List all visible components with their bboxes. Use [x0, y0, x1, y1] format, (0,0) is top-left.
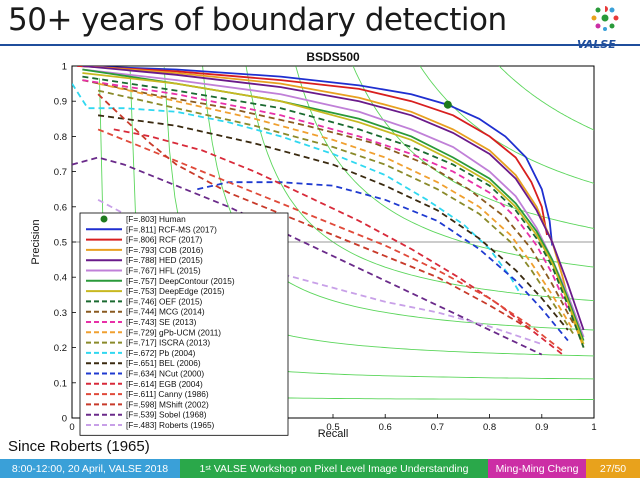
- legend-entry: [F=.611] Canny (1986): [126, 389, 209, 399]
- series-line: [97, 128, 564, 352]
- y-tick-label: 0.8: [54, 132, 67, 143]
- legend-entry: [F=.744] MCG (2014): [126, 307, 205, 317]
- legend-entry: [F=.539] Sobel (1968): [126, 410, 207, 420]
- series-line: [97, 89, 574, 334]
- legend-entry: [F=.793] COB (2016): [126, 245, 203, 255]
- legend-entry: [F=.806] RCF (2017): [126, 235, 203, 245]
- title-divider: [0, 44, 640, 46]
- y-tick-label: 0: [62, 414, 67, 425]
- series-line: [82, 79, 569, 310]
- legend-entry: [F=.634] NCut (2000): [126, 369, 204, 379]
- series-line: [82, 66, 585, 331]
- x-axis-label: Recall: [318, 428, 349, 438]
- legend-entry: [F=.672] Pb (2004): [126, 348, 196, 358]
- y-tick-label: 0.3: [54, 308, 67, 319]
- legend-entry: [F=.753] DeepEdge (2015): [126, 286, 225, 296]
- series-line: [82, 66, 585, 348]
- series-line: [82, 75, 585, 348]
- y-tick-label: 0.7: [54, 167, 67, 178]
- legend-entry: [F=.811] RCF-MS (2017): [126, 224, 217, 234]
- series-line: [97, 199, 543, 345]
- y-tick-label: 0.2: [54, 343, 67, 354]
- x-tick-label: 0.5: [326, 422, 339, 433]
- y-tick-label: 0.6: [54, 202, 67, 213]
- series-line: [77, 66, 548, 236]
- y-tick-label: 1: [62, 62, 67, 73]
- valse-logo-icon: [591, 6, 619, 31]
- series-line: [97, 82, 574, 331]
- series-line: [72, 83, 522, 296]
- x-tick-label: 0.8: [483, 422, 496, 433]
- series-line: [97, 114, 569, 331]
- legend-entry: [F=.651] BEL (2006): [126, 358, 201, 368]
- legend-entry: [F=.743] SE (2013): [126, 317, 197, 327]
- pr-chart: BSDS500 0 0.1 0.2 0.3 0.4 0.5 0.6 0.7 0.8 0.9 1 0 0.…: [30, 50, 597, 438]
- slide-caption: Since Roberts (1965): [8, 438, 150, 455]
- series-line: [113, 128, 564, 356]
- y-tick-label: 0.4: [54, 273, 67, 284]
- legend-entry: [F=.788] HED (2015): [126, 255, 203, 265]
- legend-entry: [F=.614] EGB (2004): [126, 379, 203, 389]
- iso-f-curve: [498, 66, 594, 131]
- legend-entry: [F=.483] Roberts (1965): [126, 420, 215, 430]
- chart-title: BSDS500: [306, 50, 360, 64]
- legend-entry: [F=.803] Human: [126, 214, 186, 224]
- footer-page-number: 27/50: [586, 459, 640, 478]
- legend-entry: [F=.729] gPb-UCM (2011): [126, 327, 221, 337]
- y-tick-label: 0.9: [54, 97, 67, 108]
- legend-marker: [100, 215, 108, 223]
- slide-title: 50+ years of boundary detection: [8, 2, 507, 38]
- y-axis-label: Precision: [30, 219, 42, 264]
- series-line: [77, 66, 554, 246]
- iso-f-curve: [352, 66, 594, 229]
- series-line: [82, 72, 585, 345]
- series-line: [197, 181, 569, 342]
- x-tick-label: 0: [69, 422, 74, 433]
- legend-entry: [F=.757] DeepContour (2015): [126, 276, 235, 286]
- legend-entry: [F=.746] OEF (2015): [126, 296, 203, 306]
- series-line: [82, 79, 574, 324]
- y-tick-label: 0.5: [54, 238, 67, 249]
- legend-entry: [F=.767] HFL (2015): [126, 266, 201, 276]
- y-tick-label: 0.1: [54, 378, 67, 389]
- legend-entry: [F=.598] MShift (2002): [126, 399, 209, 409]
- x-tick-label: 0.7: [431, 422, 444, 433]
- footer-author: Ming-Ming Cheng: [488, 459, 586, 478]
- iso-f-curve: [245, 66, 594, 302]
- x-tick-label: 0.9: [535, 422, 548, 433]
- footer-date: 8:00-12:00, 20 April, VALSE 2018: [0, 459, 180, 478]
- x-tick-label: 1: [591, 422, 596, 433]
- x-tick-label: 0.6: [379, 422, 392, 433]
- legend-entry: [F=.717] ISCRA (2013): [126, 338, 210, 348]
- human-point: [443, 100, 452, 109]
